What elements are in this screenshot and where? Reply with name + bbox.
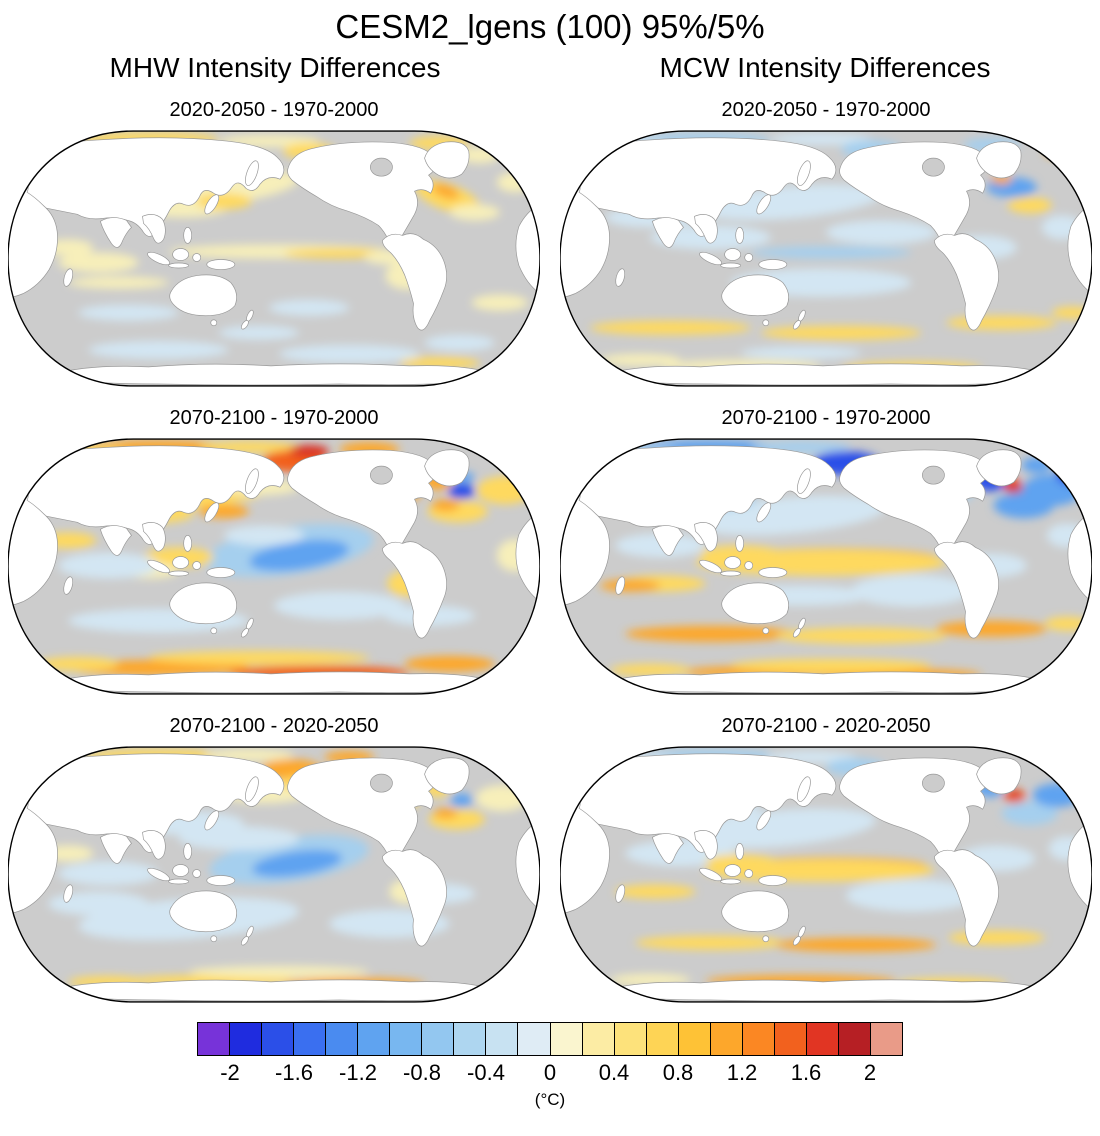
continents — [560, 445, 1092, 694]
map-outline — [560, 438, 1092, 695]
panel-title: 2020-2050 - 1970-2000 — [169, 99, 379, 121]
panel-mhw-2070-2100-v-1970: 2070-2100 - 1970-2000 — [0, 392, 548, 698]
colorbar-cell — [582, 1023, 615, 1055]
colorbar-cell — [390, 1023, 423, 1055]
colorbar-tick-label: -1.2 — [339, 1060, 377, 1085]
colorbar-cell — [710, 1023, 743, 1055]
column-headers: MHW Intensity Differences MCW Intensity … — [0, 48, 1100, 84]
map-mhw-2020-2050 — [8, 127, 540, 390]
world-map-svg — [560, 438, 1092, 695]
world-map-svg — [560, 746, 1092, 1003]
colorbar-cell — [550, 1023, 583, 1055]
colorbar: -2 -1.6 -1.2 -0.8 -0.4 0 0.4 0.8 1.2 1.6 2 (°C) — [0, 1022, 1100, 1110]
colorbar-cell — [358, 1023, 391, 1055]
panel-title: 2070-2100 - 2020-2050 — [169, 715, 379, 737]
colorbar-cell — [614, 1023, 647, 1055]
anomaly-field — [605, 749, 1091, 990]
colorbar-cell — [422, 1023, 455, 1055]
world-map-svg — [8, 438, 540, 695]
colorbar-cells — [197, 1022, 903, 1056]
panel-title: 2070-2100 - 1970-2000 — [721, 407, 931, 429]
colorbar-unit: (°C) — [534, 1090, 566, 1109]
map-outline — [8, 746, 540, 1003]
map-outline — [8, 438, 540, 695]
continents — [8, 753, 540, 1002]
figure-title: CESM2_lgens (100) 95%/5% — [335, 8, 765, 45]
colorbar-cell — [486, 1023, 519, 1055]
colorbar-tick-label: 0.8 — [662, 1060, 694, 1085]
panel-mhw-2020-2050: 2020-2050 - 1970-2000 — [0, 84, 548, 390]
colorbar-tick-label: -1.6 — [275, 1060, 313, 1085]
colorbar-cell — [870, 1023, 903, 1055]
colorbar-cell — [518, 1023, 551, 1055]
map-outline — [8, 130, 540, 387]
colorbar-cell — [742, 1023, 775, 1055]
colorbar-tick-label: -2 — [220, 1060, 240, 1085]
colorbar-cell — [774, 1023, 807, 1055]
continents — [8, 137, 540, 386]
map-mhw-2070-2100-v-2020 — [8, 743, 540, 1006]
colorbar-cell — [838, 1023, 871, 1055]
figure-root: CESM2_lgens (100) 95%/5% MHW Intensity D… — [0, 8, 1100, 1110]
panel-mcw-2020-2050: 2020-2050 - 1970-2000 — [552, 84, 1100, 390]
continents — [560, 753, 1092, 1002]
panel-title: 2020-2050 - 1970-2000 — [721, 99, 931, 121]
continents — [560, 137, 1092, 386]
map-outline — [560, 130, 1092, 387]
map-mhw-2070-2100-v-1970 — [8, 435, 540, 698]
colorbar-cell — [678, 1023, 711, 1055]
map-mcw-2070-2100-v-2020 — [560, 743, 1092, 1006]
column-header-mcw: MCW Intensity Differences — [659, 52, 991, 83]
map-outline — [560, 746, 1092, 1003]
world-map-svg — [8, 130, 540, 387]
world-map-svg — [8, 746, 540, 1003]
colorbar-tick-labels: -2 -1.6 -1.2 -0.8 -0.4 0 0.4 0.8 1.2 1.6 2 — [198, 1058, 902, 1086]
colorbar-tick-label: -0.8 — [403, 1060, 441, 1085]
colorbar-cell — [646, 1023, 679, 1055]
panel-title: 2070-2100 - 1970-2000 — [169, 407, 379, 429]
colorbar-cell — [326, 1023, 359, 1055]
colorbar-tick-label: -0.4 — [467, 1060, 505, 1085]
colorbar-tick-label: 1.6 — [790, 1060, 822, 1085]
world-map-svg — [560, 130, 1092, 387]
colorbar-tick-label: 1.2 — [726, 1060, 758, 1085]
panel-grid: 2020-2050 - 1970-2000 2020-2050 - 1970-2… — [0, 84, 1100, 1006]
colorbar-cell — [806, 1023, 839, 1055]
panel-mcw-2070-2100-v-2020: 2070-2100 - 2020-2050 — [552, 700, 1100, 1006]
colorbar-tick-label: 0.4 — [598, 1060, 630, 1085]
colorbar-cell — [262, 1023, 295, 1055]
map-mcw-2070-2100-v-1970 — [560, 435, 1092, 698]
panel-mcw-2070-2100-v-1970: 2070-2100 - 1970-2000 — [552, 392, 1100, 698]
colorbar-cell — [198, 1023, 231, 1055]
panel-title: 2070-2100 - 2020-2050 — [721, 715, 931, 737]
colorbar-cell — [454, 1023, 487, 1055]
colorbar-tick-label: 2 — [863, 1060, 877, 1085]
colorbar-cell — [294, 1023, 327, 1055]
anomaly-field — [43, 749, 528, 990]
panel-mhw-2070-2100-v-2020: 2070-2100 - 2020-2050 — [0, 700, 548, 1006]
colorbar-cell — [230, 1023, 263, 1055]
column-header-mhw: MHW Intensity Differences — [109, 52, 441, 83]
map-mcw-2020-2050 — [560, 127, 1092, 390]
continents — [8, 445, 540, 694]
colorbar-tick-label: 0 — [543, 1060, 557, 1085]
